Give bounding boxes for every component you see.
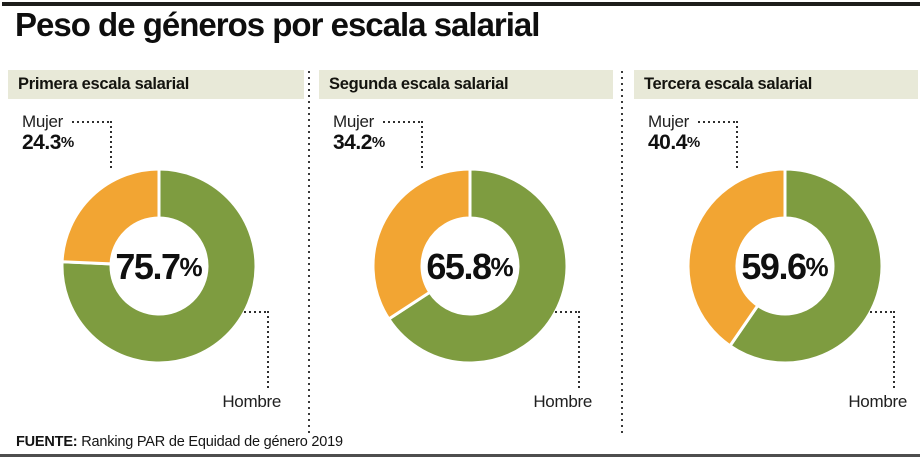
percent-sign: % xyxy=(371,134,385,151)
panel-header: Tercera escala salarial xyxy=(634,70,918,99)
panel-divider xyxy=(308,71,310,433)
female-label: Mujer xyxy=(333,112,375,131)
panel-segunda-escala: Segunda escala salarial Mujer 34.2% 65.8… xyxy=(319,70,613,436)
top-border-bar xyxy=(2,2,920,6)
male-percentage-value: 65.8 xyxy=(426,246,492,287)
panel-header: Primera escala salarial xyxy=(8,70,304,99)
male-label: Hombre xyxy=(222,392,281,411)
donut-slice-hombre xyxy=(727,167,884,365)
male-percentage-center: 59.6% xyxy=(741,246,828,288)
donut-slice-mujer xyxy=(60,167,161,266)
female-percentage: 34.2% xyxy=(333,131,385,155)
donut-slice-hombre xyxy=(60,167,258,365)
male-percentage-value: 75.7 xyxy=(115,246,181,287)
female-percentage-value: 40.4 xyxy=(648,131,687,154)
percent-sign: % xyxy=(490,252,514,282)
female-leader-line-vertical xyxy=(736,121,738,168)
panel-primera-escala: Primera escala salarial Mujer 24.3% 75.7… xyxy=(8,70,304,436)
percent-sign: % xyxy=(805,252,829,282)
donut-slice-hombre xyxy=(386,167,569,365)
male-percentage-center: 65.8% xyxy=(426,246,513,288)
donut-chart xyxy=(371,167,569,365)
male-leader-line-horizontal xyxy=(244,311,269,313)
male-leader-line-vertical xyxy=(578,311,580,388)
male-leader-line-vertical xyxy=(267,311,269,388)
female-leader-line-vertical xyxy=(110,121,112,168)
female-percentage: 24.3% xyxy=(22,131,74,155)
female-leader-line-horizontal xyxy=(383,121,423,123)
female-percentage: 40.4% xyxy=(648,131,700,155)
male-leader-line-vertical xyxy=(893,311,895,388)
female-label: Mujer xyxy=(648,112,690,131)
source-line: FUENTE: Ranking PAR de Equidad de género… xyxy=(16,434,343,450)
donut-chart xyxy=(686,167,884,365)
source-label: FUENTE: xyxy=(16,434,78,450)
page-title: Peso de géneros por escala salarial xyxy=(15,6,540,43)
female-percentage-value: 34.2 xyxy=(333,131,372,154)
donut-slice-mujer xyxy=(371,167,472,322)
panel-tercera-escala: Tercera escala salarial Mujer 40.4% 59.6… xyxy=(634,70,918,436)
male-leader-line-horizontal xyxy=(555,311,580,313)
percent-sign: % xyxy=(686,134,700,151)
female-leader-line-vertical xyxy=(421,121,423,168)
percent-sign: % xyxy=(179,252,203,282)
female-label: Mujer xyxy=(22,112,64,131)
female-percentage-value: 24.3 xyxy=(22,131,61,154)
percent-sign: % xyxy=(60,134,74,151)
source-text: Ranking PAR de Equidad de género 2019 xyxy=(81,434,343,450)
panel-divider xyxy=(621,71,623,433)
male-label: Hombre xyxy=(533,392,592,411)
bottom-border-rule xyxy=(0,454,920,457)
donut-slice-mujer xyxy=(686,167,787,348)
male-percentage-value: 59.6 xyxy=(741,246,807,287)
male-leader-line-horizontal xyxy=(870,311,895,313)
donut-chart xyxy=(60,167,258,365)
male-label: Hombre xyxy=(848,392,907,411)
female-leader-line-horizontal xyxy=(72,121,112,123)
female-leader-line-horizontal xyxy=(698,121,738,123)
male-percentage-center: 75.7% xyxy=(115,246,202,288)
panel-header: Segunda escala salarial xyxy=(319,70,613,99)
